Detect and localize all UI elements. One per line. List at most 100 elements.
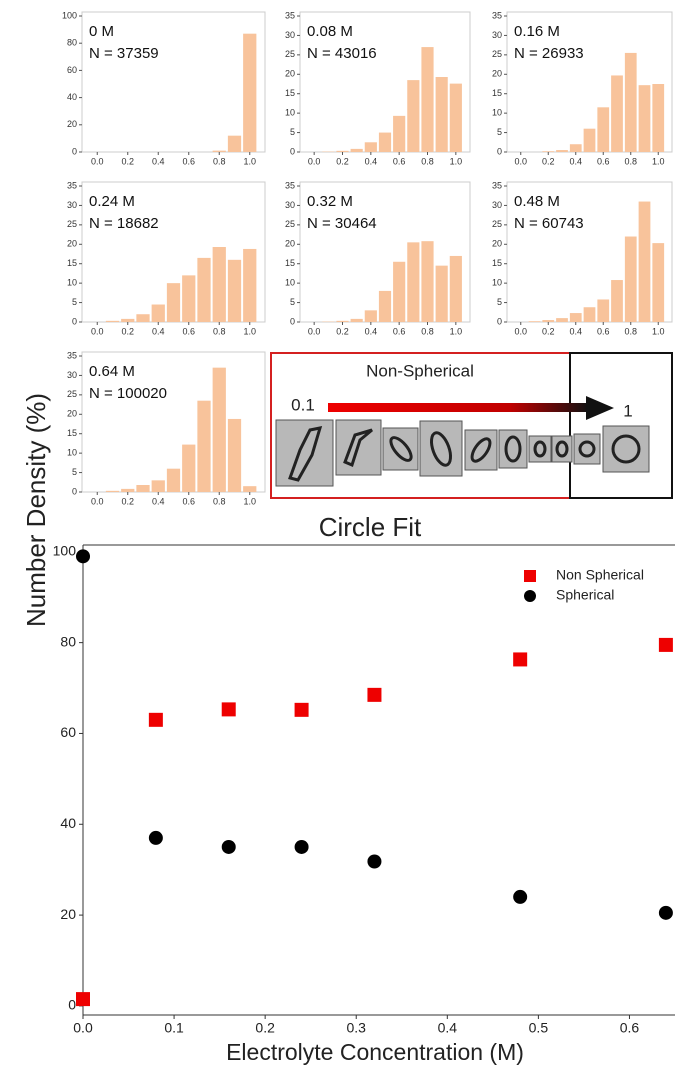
histogram-bar [652,243,665,322]
particle-shape [343,428,373,468]
histogram-bar [243,486,257,492]
histogram-bar [166,468,181,492]
x-tick-label: 0.2 [542,156,555,166]
histogram-x-label: Circle Fit [319,512,422,542]
histogram-bar [597,299,610,322]
inset-title: Non-Spherical [366,361,474,380]
y-tick-label: 35 [285,10,295,20]
x-tick-label: 0.2 [336,156,349,166]
y-tick-label: 25 [285,219,295,229]
histogram-bar [364,142,377,152]
histogram-bar [121,488,135,492]
x-tick-label: 0.8 [421,326,434,336]
histogram-bar [435,77,448,152]
y-tick-label: 20 [285,239,295,249]
histogram-bar [624,236,637,322]
y-tick-label: 20 [67,239,77,249]
x-tick-label: 0.3 [346,1020,366,1036]
y-tick-label: 20 [67,409,77,419]
particle-shape [555,440,569,458]
histogram-bar [569,313,582,322]
x-tick-label: 0.6 [393,156,406,166]
panel-label: 0.64 M [89,363,135,380]
histogram-bar [212,150,226,152]
x-tick-label: 0.5 [529,1020,549,1036]
histogram-bar [449,83,462,152]
x-tick-label: 1.0 [652,326,665,336]
legend-label: Non Spherical [556,567,644,583]
histogram-bar [583,307,596,322]
histogram-bar [182,275,196,322]
panel-n-label: N = 43016 [307,45,377,62]
panel-n-label: N = 26933 [514,45,584,62]
histogram-bar [212,367,226,492]
histogram-bar [243,33,257,152]
y-tick-label: 0 [72,486,77,496]
y-tick-label: 25 [285,49,295,59]
panel-n-label: N = 18682 [89,215,159,232]
point [513,889,528,904]
y-tick-label: 15 [285,258,295,268]
y-tick-label: 30 [285,30,295,40]
y-tick-label: 5 [290,127,295,137]
x-tick-label: 0.4 [152,156,165,166]
x-tick-label: 0.2 [121,156,134,166]
panel-label: 0.32 M [307,193,353,210]
y-tick-label: 30 [492,200,502,210]
x-tick-label: 0.1 [164,1020,184,1036]
histogram-bar [350,318,363,322]
y-tick-label: 60 [60,724,76,740]
particle-images [275,419,650,487]
particle-image [419,420,463,477]
particle-image [602,425,650,473]
y-tick-label: 30 [285,200,295,210]
point [148,830,163,845]
y-tick-label: 100 [53,543,77,559]
legend-label: Spherical [556,587,614,603]
x-tick-label: 0.4 [152,496,165,506]
histogram-bar [542,320,555,322]
x-tick-label: 0.2 [121,326,134,336]
x-tick-label: 0.8 [624,326,637,336]
particle-shape [578,440,596,458]
y-tick-label: 5 [72,467,77,477]
panel-frame [81,11,266,153]
x-tick-label: 0.2 [336,326,349,336]
point [76,992,90,1007]
y-tick-label: 10 [285,278,295,288]
y-tick-label: 0 [72,316,77,326]
y-tick-label: 5 [497,297,502,307]
histogram-bar [528,321,541,322]
x-tick-label: 0.2 [542,326,555,336]
particle-shape [470,437,492,463]
histogram-bar [407,80,420,152]
y-tick-label: 35 [285,180,295,190]
histogram-bar [227,259,242,322]
histogram-bar [393,115,406,152]
histogram-bar [166,283,181,322]
y-tick-label: 40 [60,815,76,831]
x-tick-label: 0.4 [365,156,378,166]
y-tick-label: 5 [290,297,295,307]
inset-arrowhead [586,396,614,420]
x-tick-label: 0.8 [213,156,226,166]
x-tick-label: 0.0 [308,156,321,166]
histogram-bar [336,150,349,152]
x-tick-label: 0.6 [182,496,195,506]
y-tick-label: 20 [492,69,502,79]
particle-shape [533,440,547,458]
inset-arrow [328,403,588,412]
x-tick-label: 1.0 [243,326,256,336]
x-tick-label: 0.4 [569,156,582,166]
y-tick-label: 30 [67,200,77,210]
y-axis-label: Number Density (%) [21,393,51,627]
panel-label: 0.16 M [514,23,560,40]
x-tick-label: 1.0 [243,496,256,506]
histogram-bar [136,485,150,492]
y-tick-label: 35 [67,350,77,360]
particle-image [551,435,573,463]
histogram-bar [197,400,211,492]
panel-label: 0.08 M [307,23,353,40]
y-tick-label: 35 [492,180,502,190]
x-tick-label: 0.2 [121,496,134,506]
